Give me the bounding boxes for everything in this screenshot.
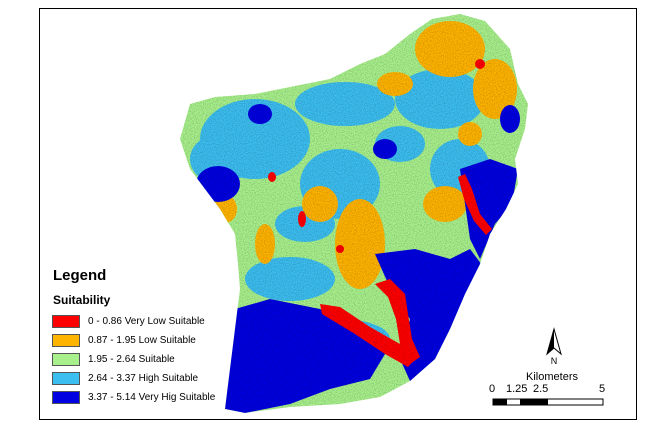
scale-tick-label: 0 — [489, 383, 496, 395]
map-frame: Legend Suitability 0 - 0.86 Very Low Sui… — [39, 8, 637, 420]
north-label: N — [550, 356, 558, 366]
legend-swatch — [52, 372, 80, 385]
legend-swatch — [52, 391, 80, 404]
legend-item-low: 0.87 - 1.95 Low Suitable — [52, 331, 252, 350]
legend-swatch — [52, 334, 80, 347]
scale-units-label: Kilometers — [526, 371, 578, 383]
legend-label: 2.64 - 3.37 High Suitable — [88, 373, 199, 384]
legend: Legend Suitability 0 - 0.86 Very Low Sui… — [52, 267, 252, 407]
north-arrow-icon — [546, 327, 562, 356]
legend-item-very-low: 0 - 0.86 Very Low Suitable — [52, 312, 252, 331]
legend-subtitle: Suitability — [53, 293, 111, 307]
legend-label: 0.87 - 1.95 Low Suitable — [88, 335, 196, 346]
legend-swatch — [52, 353, 80, 366]
legend-label: 1.95 - 2.64 Suitable — [88, 354, 175, 365]
legend-item-suitable: 1.95 - 2.64 Suitable — [52, 350, 252, 369]
scale-tick-label: 1.25 — [506, 383, 528, 395]
suitability-map — [180, 14, 528, 413]
legend-item-very-high: 3.37 - 5.14 Very Hig Suitable — [52, 388, 252, 407]
scale-bar: Kilometers 0 1.25 2.5 5 — [489, 371, 612, 411]
legend-item-high: 2.64 - 3.37 High Suitable — [52, 369, 252, 388]
scale-tick-label: 2.5 — [533, 383, 549, 395]
scale-tick-label: 5 — [599, 383, 606, 395]
legend-label: 0 - 0.86 Very Low Suitable — [88, 316, 205, 327]
legend-label: 3.37 - 5.14 Very Hig Suitable — [88, 392, 216, 403]
legend-swatch — [52, 315, 80, 328]
scale-bar-graphic — [492, 398, 604, 406]
legend-title: Legend — [53, 267, 107, 284]
north-arrow: N — [542, 327, 566, 369]
